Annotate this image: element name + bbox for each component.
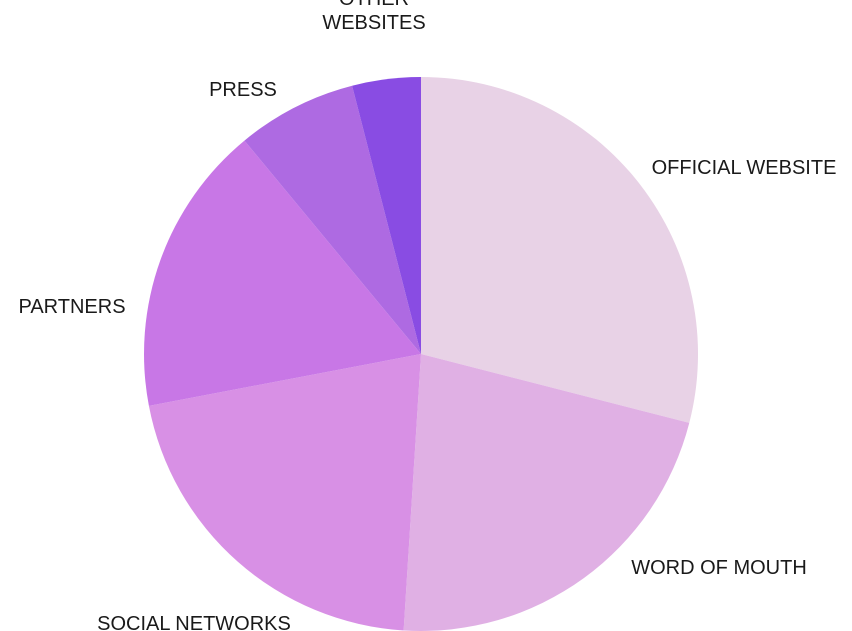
pie-slice-other-websites — [352, 77, 421, 354]
pie-label-other-websites-line-1: OTHER — [339, 0, 409, 10]
pie-label-word-of-mouth: WORD OF MOUTH — [631, 557, 807, 579]
pie-label-press: PRESS — [209, 79, 277, 101]
pie-label-social-networks: SOCIAL NETWORKS — [97, 613, 291, 631]
pie-label-official-website: OFFICIAL WEBSITE — [652, 157, 837, 179]
pie-labels: OFFICIAL WEBSITE WORD OF MOUTH SOCIAL NETW… — [18, 0, 836, 631]
pie-slice-press — [244, 85, 421, 354]
pie-slices — [144, 77, 699, 631]
pie-slice-official-website — [421, 77, 699, 423]
pie-slice-word-of-mouth — [403, 354, 690, 631]
pie-slice-partners — [144, 140, 421, 406]
pie-label-other-websites-line-2: WEBSITES — [322, 12, 425, 34]
pie-label-partners: PARTNERS — [18, 296, 125, 318]
pie-slice-social-networks — [148, 354, 421, 631]
